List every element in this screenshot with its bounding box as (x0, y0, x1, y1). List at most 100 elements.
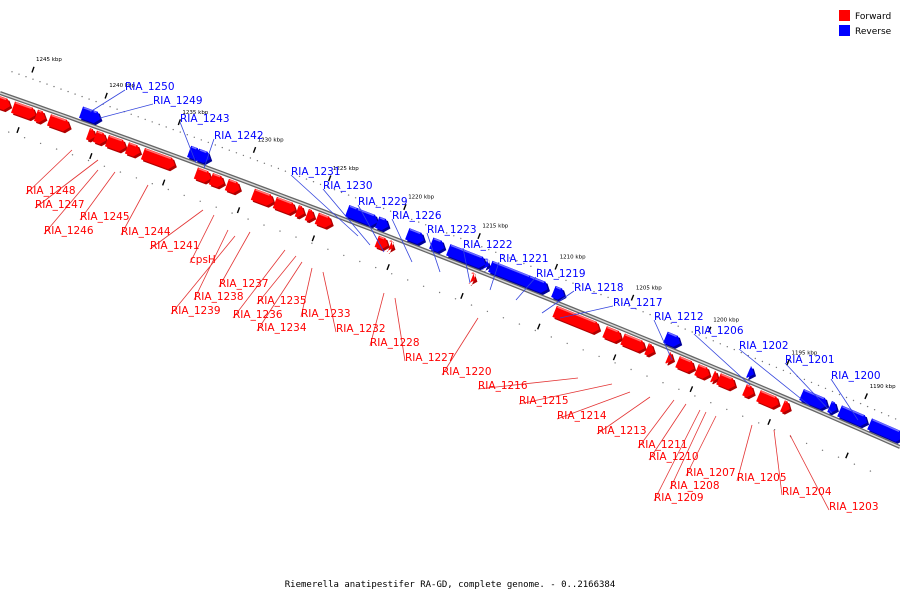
gene-label[interactable]: RIA_1236 (233, 309, 283, 321)
reverse-gene-arrow[interactable] (663, 331, 683, 349)
gene-label[interactable]: cpsH (190, 254, 216, 266)
reverse-gene-arrow[interactable] (525, 275, 550, 295)
forward-gene-arrow[interactable] (33, 109, 48, 125)
forward-gene-arrow[interactable] (250, 188, 276, 208)
guide-dot (119, 171, 122, 173)
forward-gene-arrow[interactable] (694, 364, 712, 381)
gene-label[interactable]: RIA_1218 (574, 282, 624, 294)
gene-label[interactable]: RIA_1234 (257, 322, 307, 334)
forward-gene-arrow[interactable] (92, 130, 109, 147)
gene-label[interactable]: RIA_1245 (80, 211, 130, 223)
gene-label[interactable]: RIA_1242 (214, 130, 264, 142)
guide-dot (607, 296, 609, 299)
reverse-gene-arrow[interactable] (89, 110, 103, 126)
gene-label[interactable]: RIA_1233 (301, 308, 351, 320)
forward-gene-arrow[interactable] (756, 390, 781, 410)
gene-label[interactable]: RIA_1206 (694, 325, 744, 337)
gene-label[interactable]: RIA_1230 (323, 180, 373, 192)
gene-label[interactable]: RIA_1235 (257, 295, 307, 307)
guide-dot (789, 372, 792, 375)
reverse-gene-arrow[interactable] (837, 405, 870, 429)
forward-gene-arrow[interactable] (665, 351, 676, 366)
reverse-gene-arrow[interactable] (429, 237, 447, 254)
guide-dot (88, 98, 90, 100)
forward-gene-arrow[interactable] (620, 333, 647, 354)
gene-label[interactable]: RIA_1247 (35, 199, 85, 211)
forward-gene-arrow[interactable] (0, 96, 13, 113)
forward-gene-arrow[interactable] (224, 178, 242, 196)
forward-gene-arrow[interactable] (272, 196, 298, 217)
gene-label[interactable]: RIA_1244 (121, 226, 171, 238)
gene-label[interactable]: RIA_1231 (291, 166, 341, 178)
gene-label[interactable]: RIA_1228 (370, 337, 420, 349)
reverse-gene-arrow[interactable] (482, 258, 492, 272)
gene-label[interactable]: RIA_1208 (670, 480, 720, 492)
gene-label[interactable]: RIA_1220 (442, 366, 492, 378)
forward-gene-arrow[interactable] (11, 101, 38, 122)
forward-gene-arrow[interactable] (124, 142, 143, 159)
gene-label[interactable]: RIA_1237 (219, 278, 269, 290)
forward-gene-arrow[interactable] (294, 205, 307, 220)
reverse-gene-arrow[interactable] (446, 244, 488, 271)
gene-label[interactable]: RIA_1246 (44, 225, 94, 237)
gene-label[interactable]: RIA_1212 (654, 311, 704, 323)
guide-dot (247, 218, 249, 220)
gene-label[interactable]: RIA_1219 (536, 268, 586, 280)
reverse-gene-arrow[interactable] (375, 216, 391, 233)
gene-label[interactable]: RIA_1200 (831, 370, 881, 382)
forward-gene-arrow[interactable] (644, 343, 656, 358)
gene-label[interactable]: RIA_1249 (153, 95, 203, 107)
gene-label[interactable]: RIA_1222 (463, 239, 513, 251)
gene-label[interactable]: RIA_1248 (26, 185, 76, 197)
gene-label[interactable]: RIA_1226 (392, 210, 442, 222)
gene-label[interactable]: RIA_1202 (739, 340, 789, 352)
forward-gene-arrow[interactable] (374, 235, 390, 252)
reverse-gene-arrow[interactable] (405, 228, 427, 247)
forward-gene-arrow[interactable] (208, 172, 227, 190)
gene-label[interactable]: RIA_1217 (613, 297, 663, 309)
reverse-gene-arrow[interactable] (353, 208, 380, 229)
forward-gene-arrow[interactable] (304, 208, 317, 224)
gene-label[interactable]: RIA_1227 (405, 352, 455, 364)
forward-gene-arrow[interactable] (386, 240, 396, 254)
forward-gene-arrow[interactable] (780, 400, 792, 415)
forward-gene-arrow[interactable] (742, 384, 756, 400)
gene-label[interactable]: RIA_1239 (171, 305, 221, 317)
tick-mark (460, 292, 464, 299)
gene-label[interactable]: RIA_1210 (649, 451, 699, 463)
guide-dot (593, 291, 595, 293)
forward-gene-arrow[interactable] (716, 373, 738, 392)
forward-gene-arrow[interactable] (140, 148, 177, 172)
gene-label[interactable]: RIA_1215 (519, 395, 569, 407)
gene-label[interactable]: RIA_1238 (194, 291, 244, 303)
forward-gene-arrow[interactable] (193, 167, 213, 185)
gene-label[interactable]: RIA_1204 (782, 486, 832, 498)
gene-label[interactable]: RIA_1221 (499, 253, 549, 265)
gene-label[interactable]: RIA_1214 (557, 410, 607, 422)
forward-gene-arrow[interactable] (468, 272, 478, 286)
gene-label[interactable]: RIA_1232 (336, 323, 386, 335)
gene-label[interactable]: RIA_1241 (150, 240, 200, 252)
legend-forward-label: Forward (855, 12, 891, 22)
forward-gene-arrow[interactable] (602, 326, 624, 345)
gene-label[interactable]: RIA_1203 (829, 501, 879, 513)
gene-label[interactable]: RIA_1250 (125, 81, 175, 93)
gene-label[interactable]: RIA_1209 (654, 492, 704, 504)
forward-gene-arrow[interactable] (104, 134, 128, 154)
gene-label[interactable]: RIA_1229 (358, 196, 408, 208)
reverse-gene-arrow[interactable] (867, 418, 900, 444)
forward-gene-arrow[interactable] (314, 212, 334, 230)
forward-gene-arrow[interactable] (552, 305, 602, 336)
gene-label[interactable]: RIA_1216 (478, 380, 528, 392)
gene-label[interactable]: RIA_1213 (597, 425, 647, 437)
gene-label[interactable]: RIA_1201 (785, 354, 835, 366)
gene-label[interactable]: RIA_1211 (638, 439, 688, 451)
reverse-gene-arrow[interactable] (827, 401, 839, 416)
forward-gene-arrow[interactable] (46, 114, 72, 134)
reverse-gene-arrow[interactable] (746, 366, 757, 380)
gene-label[interactable]: RIA_1207 (686, 467, 736, 479)
gene-label[interactable]: RIA_1205 (737, 472, 787, 484)
gene-label[interactable]: RIA_1223 (427, 224, 477, 236)
gene-label[interactable]: RIA_1243 (180, 113, 230, 125)
forward-gene-arrow[interactable] (675, 356, 697, 375)
